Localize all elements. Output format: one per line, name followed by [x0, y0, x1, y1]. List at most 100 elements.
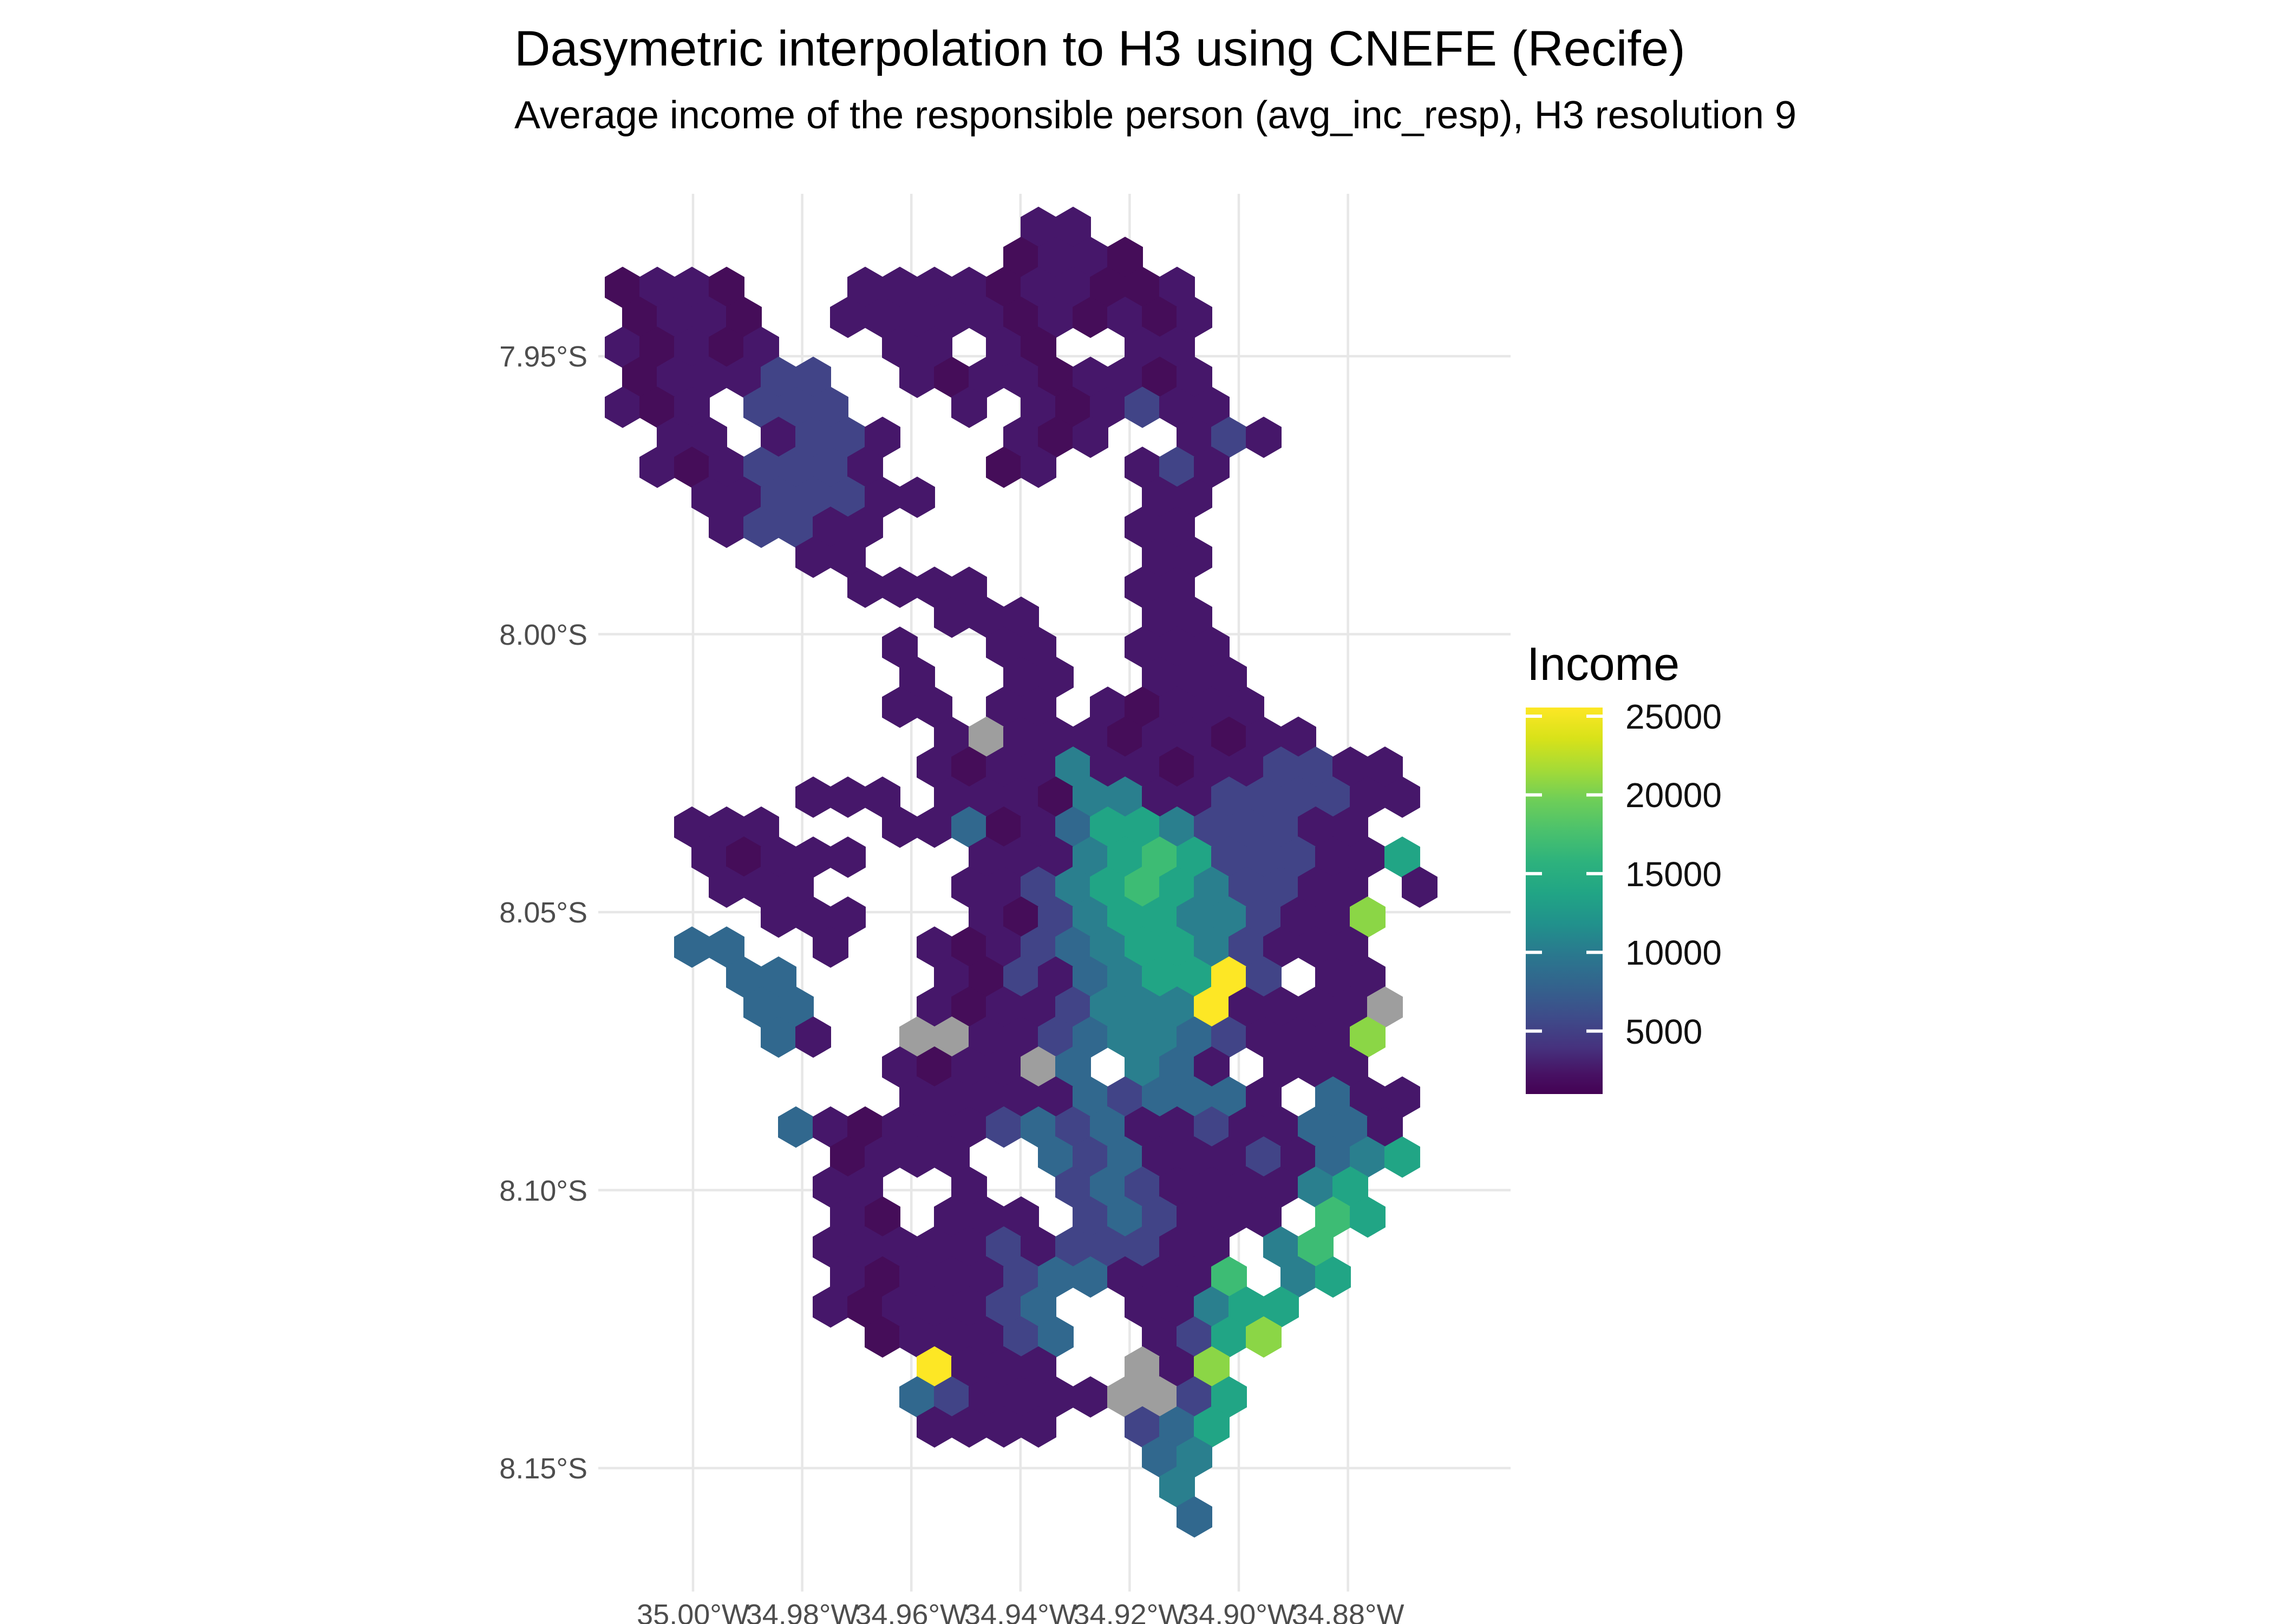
- hexagon-cell: [1090, 1166, 1126, 1208]
- hexagon-cell: [1073, 1376, 1108, 1418]
- hexagon-cell: [1003, 1016, 1039, 1058]
- hexagon-cell: [761, 956, 796, 998]
- hexagon-cell: [1107, 1196, 1143, 1238]
- hexagon-cell: [1107, 836, 1143, 878]
- hexagon-cell: [674, 326, 710, 368]
- hexagon-cell: [1073, 1136, 1108, 1178]
- hexagon-cell: [778, 387, 814, 428]
- hexagon-cell: [1211, 1016, 1247, 1058]
- hexagon-cell: [709, 447, 744, 488]
- hexagon-cell: [1038, 1376, 1074, 1418]
- hexagon-cell: [1003, 1256, 1039, 1298]
- hexagon-cell: [743, 986, 779, 1028]
- hexagon-cell: [1263, 986, 1299, 1028]
- hexagon-cell: [1367, 746, 1403, 788]
- hexagon-cell: [882, 626, 918, 668]
- hexagon-cell: [969, 597, 1004, 638]
- hexagon-cell: [951, 746, 987, 788]
- hexagon-cell: [743, 866, 779, 908]
- hexagon-cell: [1003, 237, 1039, 278]
- hexagon-cell: [1159, 1226, 1195, 1268]
- hexagon-cell: [986, 447, 1022, 488]
- y-axis-tick-label: 8.10°S: [499, 1174, 587, 1207]
- hexagon-cell: [917, 266, 952, 308]
- legend-tick-mark: [1526, 714, 1542, 718]
- hexagon-cell: [1246, 776, 1282, 818]
- hexagon-cell: [1073, 716, 1108, 758]
- hexagon-cell: [830, 1256, 866, 1298]
- hexagon-cell: [1315, 836, 1351, 878]
- hexagon-cell: [1055, 387, 1091, 428]
- hexagon-cell: [951, 387, 987, 428]
- hexagon-cell: [1211, 836, 1247, 878]
- hexagon-cell: [743, 447, 779, 488]
- hexagon-cell: [1073, 956, 1108, 998]
- hexagon-cell: [1055, 1226, 1091, 1268]
- hexagon-cell: [743, 326, 779, 368]
- hexagon-cell: [1142, 597, 1178, 638]
- hexagon-cell: [1298, 1226, 1334, 1268]
- hexagon-cell: [1021, 206, 1056, 248]
- hexagon-cell: [1332, 746, 1368, 788]
- hexagon-cell: [691, 356, 727, 398]
- hexagon-cell: [969, 836, 1004, 878]
- hexagon-cell: [1021, 866, 1056, 908]
- hexagon-cell: [917, 1106, 952, 1148]
- hexagon-cell: [899, 1256, 935, 1298]
- x-axis-tick-label: 34.94°W: [964, 1599, 1077, 1624]
- hexagon-cell: [778, 986, 814, 1028]
- hexagon-cell: [1263, 866, 1299, 908]
- legend-tick-mark: [1526, 793, 1542, 797]
- hexagon-cell: [1038, 956, 1074, 998]
- hexagon-cell: [882, 566, 918, 608]
- hexagon-cell: [847, 1226, 883, 1268]
- hexagon-cell: [1159, 266, 1195, 308]
- hexagon-cell: [986, 686, 1022, 728]
- hexagon-cell: [605, 387, 641, 428]
- hexagon-cell: [847, 566, 883, 608]
- hexagon-cell: [1332, 926, 1368, 968]
- hexagon-cell: [1090, 806, 1126, 848]
- hexagon-cell: [778, 506, 814, 548]
- legend-tick-mark: [1526, 1029, 1542, 1033]
- hexagon-cell: [1211, 1376, 1247, 1418]
- hexagon-cell: [1194, 447, 1230, 488]
- hexagon-cell: [882, 1046, 918, 1088]
- hexagon-cell: [1211, 656, 1247, 698]
- hexagon-cell: [1073, 836, 1108, 878]
- hexagon-cell: [1038, 1256, 1074, 1298]
- hexagon-cell: [1211, 716, 1247, 758]
- hexagon-cell: [1159, 447, 1195, 488]
- hexagon-cell: [1055, 206, 1091, 248]
- hexagon-cell: [1177, 1136, 1212, 1178]
- hexagon-cell: [1142, 356, 1178, 398]
- hexagon-cell: [917, 746, 952, 788]
- hexagon-cell: [1211, 416, 1247, 458]
- hexagon-cell: [969, 956, 1004, 998]
- hexagon-cell: [1107, 237, 1143, 278]
- hexagon-cell: [761, 476, 796, 518]
- hexagon-cell: [691, 416, 727, 458]
- hexagon-cell: [1177, 776, 1212, 818]
- hexagon-cell: [1229, 686, 1264, 728]
- hexagon-cell: [761, 1016, 796, 1058]
- hexagon-cell: [830, 1196, 866, 1238]
- hexagon-cell: [1038, 896, 1074, 938]
- hexagon-cell: [1211, 1256, 1247, 1298]
- hexagon-cell: [795, 776, 831, 818]
- hexagon-cell: [847, 1106, 883, 1148]
- hexagon-cell: [1280, 716, 1316, 758]
- hexagon-cell: [865, 1316, 900, 1358]
- hexagon-cell: [813, 506, 848, 548]
- hexagon-cell: [986, 326, 1022, 368]
- hexagon-cell: [813, 1286, 848, 1328]
- hexagon-cell: [1090, 926, 1126, 968]
- hexagon-cell: [1229, 1166, 1264, 1208]
- hexagon-cell: [1038, 1076, 1074, 1118]
- x-axis-tick-label: 34.90°W: [1182, 1599, 1295, 1624]
- hexagon-cell: [1229, 866, 1264, 908]
- hexagon-cell: [1107, 956, 1143, 998]
- y-axis-tick-label: 8.00°S: [499, 618, 587, 651]
- hexagon-cell: [1159, 866, 1195, 908]
- hexagon-cell: [1038, 716, 1074, 758]
